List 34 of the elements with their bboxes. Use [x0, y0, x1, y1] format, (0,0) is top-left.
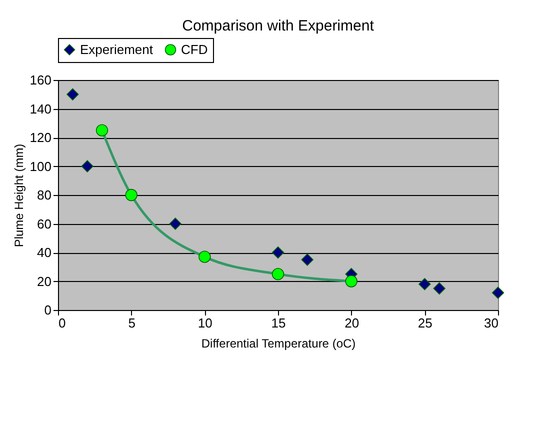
x-tick-label: 25 — [418, 316, 432, 330]
y-tick-label: 160 — [30, 72, 52, 88]
point — [96, 124, 108, 136]
point — [169, 218, 182, 230]
point — [272, 246, 284, 259]
x-tick-label: 10 — [198, 316, 212, 330]
y-tick-label: 140 — [30, 101, 52, 116]
point — [301, 254, 314, 266]
point — [272, 268, 284, 280]
point — [81, 160, 94, 172]
x-tick-label: 5 — [128, 316, 136, 330]
point — [418, 278, 431, 290]
point — [492, 286, 504, 299]
x-axis-title: Differential Temperature (oC) — [201, 336, 356, 350]
x-tick-label: 0 — [58, 316, 66, 330]
y-tick-label: 100 — [30, 158, 52, 174]
x-tick-label: 20 — [344, 316, 360, 330]
point — [433, 282, 446, 295]
y-tick-label: 120 — [30, 130, 52, 145]
point — [198, 250, 211, 263]
legend-label: CFD — [181, 42, 208, 57]
y-axis-title: Plume Height (mm) — [12, 144, 26, 248]
y-tick-label: 80 — [37, 188, 52, 202]
y-tick-label: 0 — [44, 302, 52, 318]
legend-label: Experiement — [80, 42, 154, 57]
x-tick-label: 15 — [271, 316, 286, 330]
point — [345, 275, 358, 288]
point — [125, 188, 138, 202]
y-tick-label: 60 — [37, 216, 52, 232]
x-tick-label: 30 — [484, 316, 498, 330]
point — [66, 88, 79, 100]
y-tick-label: 40 — [37, 245, 52, 260]
y-tick-label: 20 — [37, 274, 52, 289]
chart-title: Comparison with Experiment — [182, 18, 375, 34]
